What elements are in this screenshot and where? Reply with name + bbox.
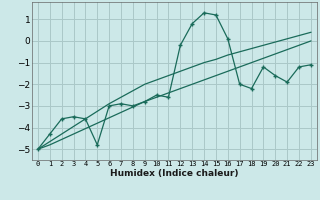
X-axis label: Humidex (Indice chaleur): Humidex (Indice chaleur) [110,169,239,178]
